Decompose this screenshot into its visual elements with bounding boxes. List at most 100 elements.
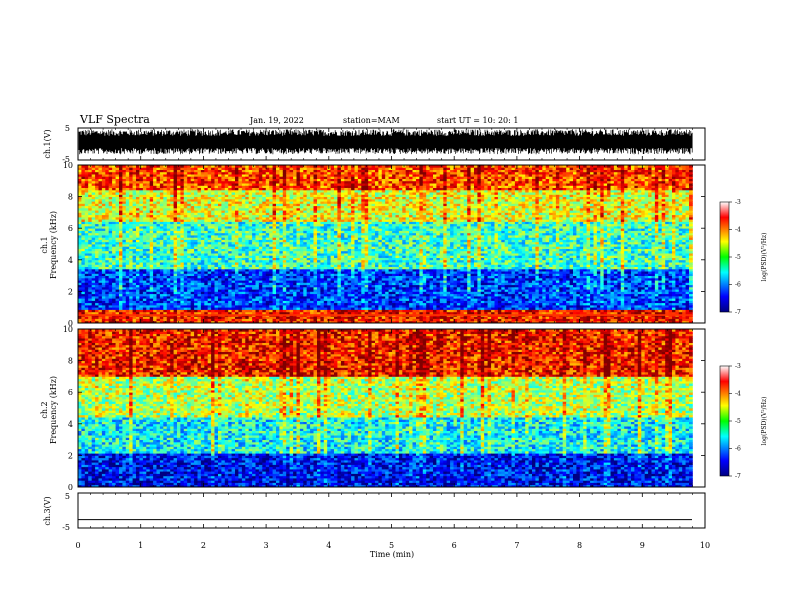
spectrogram-cell — [122, 251, 126, 254]
spectrogram-cell — [136, 231, 140, 234]
spectrogram-cell — [279, 319, 283, 322]
spectrogram-cell — [276, 215, 280, 218]
spectrogram-cell — [208, 240, 212, 243]
spectrogram-cell — [191, 197, 195, 200]
spectrogram-cell — [146, 188, 150, 191]
spectrogram-cell — [259, 219, 263, 222]
spectrogram-cell — [85, 219, 89, 222]
spectrogram-cell — [215, 181, 219, 184]
spectrogram-cell — [228, 246, 232, 249]
spectrogram-cell — [157, 212, 161, 215]
spectrogram-cell — [269, 310, 273, 313]
spectrogram-cell — [177, 276, 181, 279]
spectrogram-cell — [245, 188, 249, 191]
spectrogram-cell — [293, 262, 297, 265]
spectrogram-cell — [184, 197, 188, 200]
spectrogram-cell — [314, 183, 318, 186]
spectrogram-cell — [150, 240, 154, 243]
spectrogram-cell — [112, 219, 116, 222]
spectrogram-cell — [180, 251, 184, 254]
spectrogram-cell — [184, 294, 188, 297]
spectrogram-cell — [184, 172, 188, 175]
spectrogram-cell — [235, 319, 239, 322]
spectrogram-cell — [143, 199, 147, 202]
spectrogram-cell — [293, 212, 297, 215]
spectrogram-cell — [293, 224, 297, 227]
spectrogram-cell — [133, 215, 137, 218]
spectrogram-cell — [303, 276, 307, 279]
spectrogram-cell — [95, 251, 99, 254]
spectrogram-cell — [314, 267, 318, 270]
spectrogram-cell — [150, 278, 154, 281]
spectrogram-cell — [139, 282, 143, 285]
spectrogram-cell — [112, 287, 116, 290]
spectrogram-cell — [297, 199, 301, 202]
spectrogram-cell — [256, 276, 260, 279]
spectrogram-cell — [211, 319, 215, 322]
spectrogram-cell — [167, 319, 171, 322]
spectrogram-cell — [300, 215, 304, 218]
spectrogram-cell — [180, 294, 184, 297]
spectrogram-cell — [269, 244, 273, 247]
spectrogram-cell — [163, 246, 167, 249]
spectrogram-cell — [300, 235, 304, 238]
spectrogram-cell — [116, 271, 120, 274]
spectrogram-cell — [170, 215, 174, 218]
spectrogram-cell — [95, 303, 99, 306]
spectrogram-cell — [221, 188, 225, 191]
spectrogram-cell — [184, 310, 188, 313]
spectrogram-cell — [232, 267, 236, 270]
spectrogram-cell — [279, 287, 283, 290]
spectrogram-cell — [307, 208, 311, 211]
spectrogram-cell — [194, 271, 198, 274]
spectrogram-cell — [276, 219, 280, 222]
spectrogram-cell — [109, 212, 113, 215]
spectrogram-cell — [208, 307, 212, 310]
spectrogram-cell — [279, 167, 283, 170]
spectrogram-cell — [95, 310, 99, 313]
spectrogram-cell — [297, 310, 301, 313]
spectrogram-cell — [187, 188, 191, 191]
spectrogram-cell — [262, 228, 266, 231]
spectrogram-cell — [163, 215, 167, 218]
spectrogram-cell — [303, 303, 307, 306]
spectrogram-cell — [314, 199, 318, 202]
spectrogram-cell — [143, 319, 147, 322]
spectrogram-cell — [276, 228, 280, 231]
spectrogram-cell — [232, 235, 236, 238]
spectrogram-cell — [92, 260, 96, 263]
spectrogram-cell — [208, 310, 212, 313]
spectrogram-cell — [201, 203, 205, 206]
spectrogram-cell — [187, 307, 191, 310]
spectrogram-cell — [167, 310, 171, 313]
spectrogram-cell — [211, 271, 215, 274]
spectrogram-cell — [259, 319, 263, 322]
spectrogram-cell — [122, 282, 126, 285]
spectrogram-cell — [204, 282, 208, 285]
spectrogram-cell — [92, 282, 96, 285]
spectrogram-cell — [235, 260, 239, 263]
spectrogram-cell — [116, 255, 120, 258]
spectrogram-cell — [310, 203, 314, 206]
spectrogram-cell — [232, 251, 236, 254]
spectrogram-cell — [297, 197, 301, 200]
spectrogram-cell — [191, 215, 195, 218]
spectrogram-cell — [310, 310, 314, 313]
spectrogram-cell — [269, 278, 273, 281]
spectrogram-cell — [198, 271, 202, 274]
spectrogram-cell — [163, 172, 167, 175]
spectrogram-cell — [126, 307, 130, 310]
spectrogram-cell — [95, 192, 99, 195]
spectrogram-cell — [300, 188, 304, 191]
spectrogram-cell — [307, 199, 311, 202]
spectrogram-cell — [81, 208, 85, 211]
spectrogram-cell — [157, 176, 161, 179]
spectrogram-cell — [225, 172, 229, 175]
spectrogram-cell — [276, 262, 280, 265]
spectrogram-cell — [146, 310, 150, 313]
spectrogram-cell — [119, 276, 123, 279]
spectrogram-cell — [310, 228, 314, 231]
spectrogram-cell — [81, 303, 85, 306]
spectrogram-cell — [92, 199, 96, 202]
spectrogram-cell — [225, 219, 229, 222]
